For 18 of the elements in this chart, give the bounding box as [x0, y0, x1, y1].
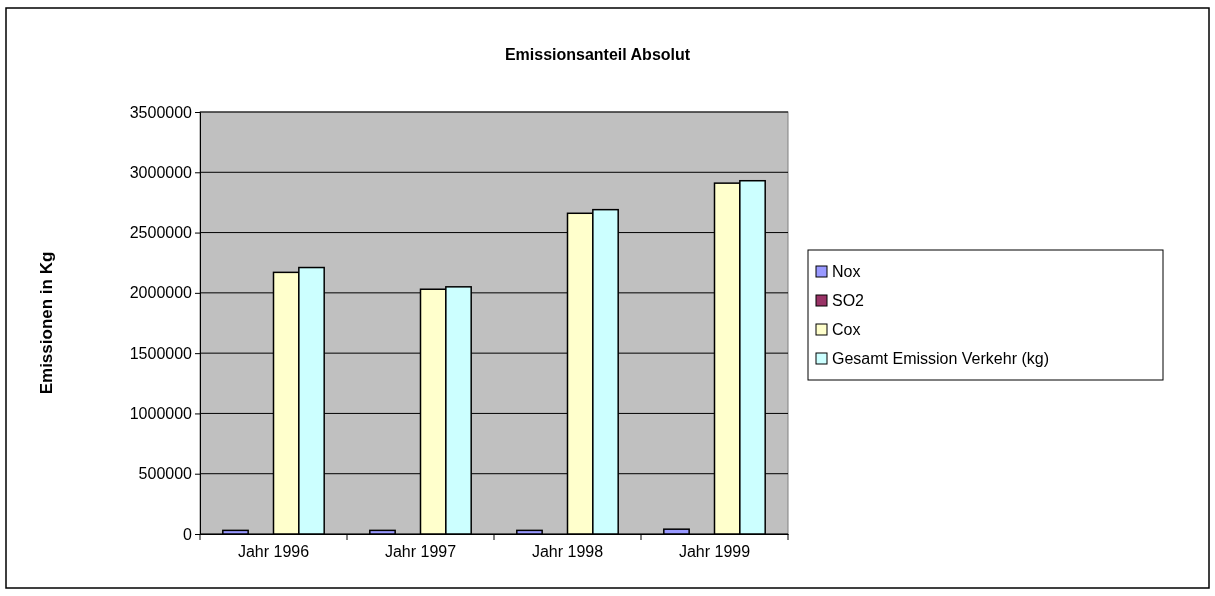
y-tick-label: 3500000	[129, 103, 193, 121]
y-axis-title: Emissionen in Kg	[37, 251, 56, 395]
y-tick-label: 0	[183, 525, 193, 543]
y-tick-label: 1000000	[129, 405, 193, 423]
y-tick-label: 2500000	[129, 224, 193, 242]
x-tick-label: Jahr 1997	[384, 543, 457, 561]
legend-label: Cox	[832, 321, 861, 338]
y-tick-label: 2000000	[129, 284, 193, 302]
x-tick-label: Jahr 1999	[678, 543, 751, 561]
legend-label: SO2	[832, 292, 865, 309]
y-tick-label: 500000	[138, 465, 193, 483]
legend-label: Gesamt Emission Verkehr (kg)	[832, 350, 1049, 367]
x-tick-label: Jahr 1998	[531, 543, 604, 561]
chart-title: Emissionsanteil Absolut	[504, 46, 691, 63]
y-tick-label: 3000000	[129, 163, 193, 181]
y-tick-label: 1500000	[129, 344, 193, 362]
legend-label: Nox	[832, 263, 861, 280]
x-tick-label: Jahr 1996	[237, 543, 310, 561]
